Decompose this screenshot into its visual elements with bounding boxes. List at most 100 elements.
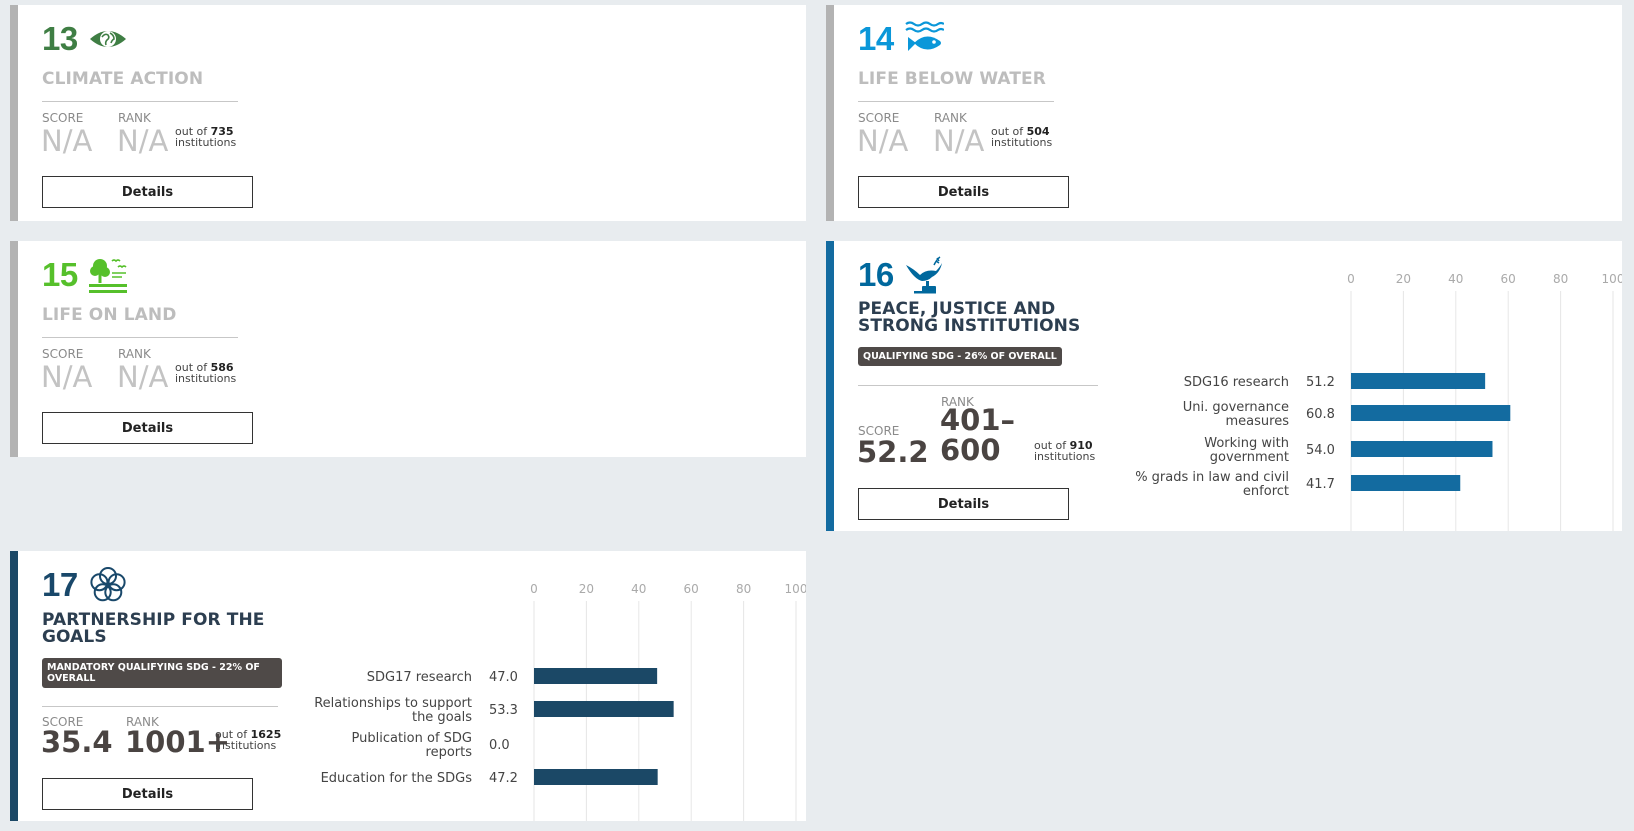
details-button[interactable]: Details — [42, 176, 253, 208]
x-tick-label: 0 — [1347, 272, 1355, 286]
details-button[interactable]: Details — [858, 176, 1069, 208]
value-label: 41.7 — [1306, 477, 1335, 492]
sdg-title: LIFE ON LAND — [42, 305, 177, 325]
score-value: 35.4 — [41, 725, 113, 759]
category-label: SDG17 research — [367, 670, 472, 685]
divider — [42, 706, 278, 707]
category-label: Uni. governance — [1183, 400, 1289, 415]
out-of-prefix: out of — [991, 125, 1024, 138]
card-header: 15 — [42, 255, 128, 295]
out-of-suffix: institutions — [991, 136, 1053, 149]
rank-line: 401– — [940, 403, 1016, 437]
details-button[interactable]: Details — [42, 412, 253, 444]
value-label: 0.0 — [489, 738, 510, 753]
tree-birds-icon — [88, 255, 128, 295]
badge-line: OVERALL — [47, 673, 96, 684]
bar — [1351, 441, 1493, 457]
bar — [1351, 373, 1486, 389]
category-label: measures — [1226, 414, 1290, 429]
fish-waves-icon — [904, 19, 945, 59]
sdg-number: 16 — [858, 256, 894, 293]
category-label: Publication of SDG — [352, 731, 472, 746]
dove-gavel-icon — [904, 255, 944, 295]
indicator-chart-16: 0 20 40 60 80 100 SDG16 research 51.2 Uni. gover… — [1135, 272, 1622, 531]
bar — [534, 769, 658, 785]
x-tick-label: 40 — [631, 582, 646, 596]
out-of-prefix: out of — [1034, 439, 1067, 452]
rank-line: 600 — [940, 433, 1001, 467]
out-of-prefix: out of — [175, 125, 208, 138]
details-button[interactable]: Details — [858, 488, 1069, 520]
sdg-title: PARTNERSHIP FOR THE GOALS — [42, 612, 265, 646]
x-tick-label: 80 — [1553, 272, 1568, 286]
sdg-number: 17 — [42, 566, 78, 603]
x-tick-label: 60 — [1501, 272, 1516, 286]
sdg-title: CLIMATE ACTION — [42, 69, 204, 89]
score-label: SCORE — [42, 347, 84, 361]
value-label: 53.3 — [489, 703, 518, 718]
out-of-text: out of 735 institutions — [175, 126, 236, 148]
rank-label: RANK — [118, 111, 151, 125]
category-label: Education for the SDGs — [321, 771, 473, 786]
sdg-number: 13 — [42, 20, 78, 57]
title-line: PEACE, JUSTICE AND — [858, 299, 1056, 319]
badge-line: MANDATORY QUALIFYING SDG - 22% OF — [47, 662, 260, 673]
rank-value: N/A — [117, 124, 169, 158]
category-label: government — [1210, 450, 1289, 465]
bar — [1351, 405, 1511, 421]
score-value: N/A — [857, 124, 909, 158]
score-label: SCORE — [42, 715, 84, 729]
out-of-count: 735 — [210, 125, 234, 138]
out-of-suffix: institutions — [175, 372, 237, 385]
rank-label: RANK — [118, 347, 151, 361]
category-label: reports — [426, 745, 473, 760]
score-value: N/A — [41, 124, 93, 158]
category-label: Working with — [1204, 436, 1289, 451]
sdg-card-15: 15 LIFE ON LAND SCORE RANK N/A N/A out o… — [10, 241, 806, 457]
x-tick-label: 60 — [684, 582, 699, 596]
details-button[interactable]: Details — [42, 778, 253, 810]
title-line: GOALS — [42, 627, 107, 647]
sdg-card-17: 17 PARTNERSHIP FOR THE GOALS MANDATORY Q… — [10, 551, 806, 821]
score-value: 52.2 — [857, 435, 929, 469]
divider — [42, 337, 238, 338]
qualifying-badge: MANDATORY QUALIFYING SDG - 22% OF OVERAL… — [42, 658, 282, 688]
card-header: 14 — [858, 19, 945, 59]
category-label: Relationships to support — [314, 696, 472, 711]
score-value: N/A — [41, 360, 93, 394]
rank-value: 1001+ — [125, 725, 231, 759]
sdg-card-14: 14 LIFE BELOW WATER SCORE RANK N/A N/A o… — [826, 5, 1622, 221]
x-tick-label: 0 — [530, 582, 538, 596]
sdg-title: PEACE, JUSTICE AND STRONG INSTITUTIONS — [858, 301, 1080, 335]
out-of-suffix: institutions — [1034, 450, 1096, 463]
card-header: 13 — [42, 19, 128, 59]
card-header: 17 — [42, 565, 128, 605]
out-of-prefix: out of — [215, 728, 248, 741]
category-label: SDG16 research — [1184, 375, 1289, 390]
title-line: PARTNERSHIP FOR THE — [42, 610, 265, 630]
out-of-suffix: institutions — [175, 136, 237, 149]
category-label: enforct — [1243, 484, 1289, 499]
rank-value: N/A — [117, 360, 169, 394]
divider — [858, 101, 1054, 102]
out-of-text: out of 1625 institutions — [215, 729, 281, 751]
value-label: 47.0 — [489, 670, 518, 685]
rank-label: RANK — [934, 111, 967, 125]
score-label: SCORE — [858, 424, 900, 438]
title-line: STRONG INSTITUTIONS — [858, 316, 1081, 336]
indicator-chart-17: 0 20 40 60 80 100 SDG17 research 47.0 Relationsh… — [314, 582, 806, 821]
value-label: 60.8 — [1306, 407, 1335, 422]
bar — [534, 668, 658, 684]
eye-globe-icon — [88, 19, 128, 59]
x-tick-label: 100 — [785, 582, 806, 596]
bar — [534, 701, 674, 717]
sdg-card-16: 16 PEACE, JUSTICE AND STRONG INSTITUTION… — [826, 241, 1622, 531]
card-header: 16 — [858, 255, 944, 295]
category-label: % grads in law and civil — [1135, 470, 1289, 485]
score-label: SCORE — [858, 111, 900, 125]
out-of-count: 504 — [1026, 125, 1050, 138]
x-tick-label: 40 — [1448, 272, 1463, 286]
sdg-card-13: 13 CLIMATE ACTION SCORE RANK N/A N/A out… — [10, 5, 806, 221]
value-label: 51.2 — [1306, 375, 1335, 390]
out-of-prefix: out of — [175, 361, 208, 374]
